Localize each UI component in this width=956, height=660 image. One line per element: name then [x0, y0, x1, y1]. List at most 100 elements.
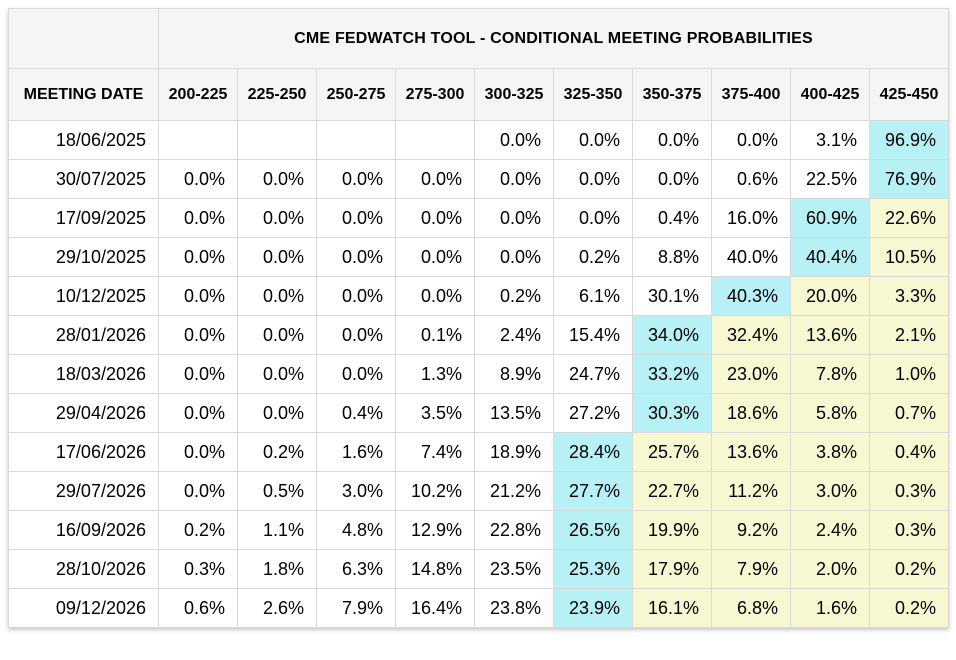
title-row: CME FEDWATCH TOOL - CONDITIONAL MEETING …: [8, 8, 950, 69]
meeting-date-cell: 09/12/2026: [8, 588, 159, 628]
probability-cell: 22.6%: [868, 198, 950, 238]
probability-cell: 7.4%: [395, 432, 475, 472]
probability-cell: 25.7%: [632, 432, 712, 472]
probability-cell: 23.5%: [474, 549, 554, 589]
probability-cell: 0.0%: [237, 159, 317, 199]
probability-cell: [316, 120, 396, 160]
probability-cell: 0.6%: [711, 159, 791, 199]
probability-cell: 0.3%: [868, 471, 950, 511]
table-row: 17/06/2026 0.0% 0.2% 1.6% 7.4% 18.9% 28.4% 25.7…: [8, 432, 950, 472]
probability-cell: 0.4%: [868, 432, 950, 472]
meeting-date-cell: 17/06/2026: [8, 432, 159, 472]
probability-cell: 6.3%: [316, 549, 396, 589]
probability-cell: 2.0%: [790, 549, 870, 589]
probability-cell: 2.1%: [868, 315, 950, 355]
probability-cell: 0.0%: [316, 315, 396, 355]
probability-cell: 0.3%: [158, 549, 238, 589]
probability-cell: 0.0%: [474, 237, 554, 277]
probability-cell: 0.0%: [158, 276, 238, 316]
probability-cell: 23.9%: [553, 588, 633, 628]
probability-cell: 28.4%: [553, 432, 633, 472]
probability-cell: 1.8%: [237, 549, 317, 589]
column-header-400-425: 400-425: [790, 68, 870, 121]
probability-cell: 2.4%: [474, 315, 554, 355]
column-header-200-225: 200-225: [158, 68, 238, 121]
probability-cell: 0.1%: [395, 315, 475, 355]
table-row: 09/12/2026 0.6% 2.6% 7.9% 16.4% 23.8% 23.9% 16.…: [8, 588, 950, 628]
probability-cell: 0.0%: [474, 120, 554, 160]
probability-cell: 0.0%: [316, 276, 396, 316]
meeting-date-cell: 16/09/2026: [8, 510, 159, 550]
probability-cell: 0.0%: [474, 159, 554, 199]
probability-cell: 0.0%: [158, 354, 238, 394]
probability-cell: 25.3%: [553, 549, 633, 589]
probability-cell: 23.0%: [711, 354, 791, 394]
probability-cell: 0.0%: [316, 237, 396, 277]
probability-cell: 15.4%: [553, 315, 633, 355]
probability-cell: 27.7%: [553, 471, 633, 511]
probability-cell: 0.0%: [237, 276, 317, 316]
probability-cell: 6.1%: [553, 276, 633, 316]
probability-cell: 14.8%: [395, 549, 475, 589]
table-title: CME FEDWATCH TOOL - CONDITIONAL MEETING …: [157, 8, 950, 69]
probability-cell: 30.1%: [632, 276, 712, 316]
probability-cell: 0.0%: [237, 354, 317, 394]
probability-cell: 32.4%: [711, 315, 791, 355]
fedwatch-probability-table: CME FEDWATCH TOOL - CONDITIONAL MEETING …: [8, 8, 950, 628]
probability-cell: 1.0%: [868, 354, 950, 394]
table-row: 17/09/2025 0.0% 0.0% 0.0% 0.0% 0.0% 0.0% 0.4% 16…: [8, 198, 950, 238]
probability-cell: 19.9%: [632, 510, 712, 550]
probability-cell: 10.5%: [868, 237, 950, 277]
table-row: 29/10/2025 0.0% 0.0% 0.0% 0.0% 0.0% 0.2% 8.8% 40…: [8, 237, 950, 277]
meeting-date-cell: 17/09/2025: [8, 198, 159, 238]
probability-cell: 17.9%: [632, 549, 712, 589]
probability-cell: 0.0%: [158, 315, 238, 355]
probability-cell: 7.9%: [316, 588, 396, 628]
probability-cell: 13.5%: [474, 393, 554, 433]
table-row: 29/07/2026 0.0% 0.5% 3.0% 10.2% 21.2% 27.7% 22.…: [8, 471, 950, 511]
probability-cell: 1.1%: [237, 510, 317, 550]
probability-cell: 0.0%: [158, 198, 238, 238]
probability-cell: 76.9%: [868, 159, 950, 199]
probability-cell: 0.0%: [395, 159, 475, 199]
probability-cell: 2.6%: [237, 588, 317, 628]
meeting-date-cell: 29/04/2026: [8, 393, 159, 433]
probability-cell: 34.0%: [632, 315, 712, 355]
probability-cell: 0.0%: [158, 237, 238, 277]
meeting-date-cell: 10/12/2025: [8, 276, 159, 316]
probability-cell: 30.3%: [632, 393, 712, 433]
probability-cell: 0.0%: [553, 159, 633, 199]
column-header-row: MEETING DATE 200-225 225-250 250-275 275-30…: [8, 68, 950, 121]
probability-cell: 1.3%: [395, 354, 475, 394]
column-header-250-275: 250-275: [316, 68, 396, 121]
probability-cell: 27.2%: [553, 393, 633, 433]
probability-cell: 0.2%: [553, 237, 633, 277]
probability-cell: 0.0%: [632, 159, 712, 199]
probability-cell: 3.0%: [316, 471, 396, 511]
probability-cell: [237, 120, 317, 160]
probability-cell: 0.0%: [237, 315, 317, 355]
probability-cell: 21.2%: [474, 471, 554, 511]
probability-cell: 24.7%: [553, 354, 633, 394]
probability-cell: 7.9%: [711, 549, 791, 589]
probability-cell: 1.6%: [790, 588, 870, 628]
meeting-date-cell: 29/10/2025: [8, 237, 159, 277]
probability-cell: 0.0%: [553, 120, 633, 160]
probability-cell: 22.8%: [474, 510, 554, 550]
meeting-date-cell: 28/10/2026: [8, 549, 159, 589]
probability-cell: 3.5%: [395, 393, 475, 433]
probability-cell: [158, 120, 238, 160]
corner-cell: [8, 8, 159, 69]
probability-cell: 0.0%: [237, 198, 317, 238]
column-header-425-450: 425-450: [868, 68, 950, 121]
probability-cell: 0.3%: [868, 510, 950, 550]
table-row: 18/06/2025 0.0% 0.0% 0.0% 0.0% 3.1% 96.9%: [8, 120, 950, 160]
probability-cell: 16.0%: [711, 198, 791, 238]
probability-cell: 3.1%: [790, 120, 870, 160]
probability-cell: 33.2%: [632, 354, 712, 394]
table-row: 18/03/2026 0.0% 0.0% 0.0% 1.3% 8.9% 24.7% 33.2%…: [8, 354, 950, 394]
probability-cell: 16.1%: [632, 588, 712, 628]
probability-cell: 3.8%: [790, 432, 870, 472]
probability-cell: 18.9%: [474, 432, 554, 472]
column-header-325-350: 325-350: [553, 68, 633, 121]
